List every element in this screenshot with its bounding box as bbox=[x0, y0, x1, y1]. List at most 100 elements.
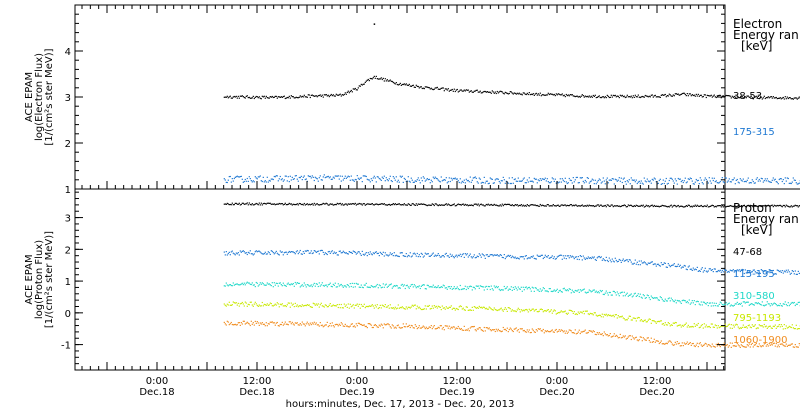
data-point bbox=[557, 255, 559, 257]
data-point bbox=[669, 205, 671, 207]
data-point bbox=[589, 96, 591, 98]
data-point bbox=[751, 303, 753, 305]
data-point bbox=[284, 251, 286, 253]
data-point bbox=[689, 303, 691, 305]
data-point bbox=[672, 180, 674, 182]
data-point bbox=[236, 175, 238, 177]
data-point bbox=[263, 95, 265, 97]
data-point bbox=[585, 181, 587, 183]
data-point bbox=[624, 204, 626, 207]
data-point bbox=[326, 253, 328, 256]
data-point bbox=[293, 252, 295, 254]
data-point bbox=[514, 286, 516, 288]
data-point bbox=[409, 285, 411, 287]
data-point bbox=[515, 180, 517, 182]
data-point bbox=[624, 96, 626, 99]
data-point bbox=[789, 273, 791, 275]
data-point bbox=[587, 256, 589, 258]
data-point bbox=[547, 204, 549, 206]
data-point bbox=[764, 204, 766, 206]
data-point bbox=[550, 181, 552, 183]
data-point bbox=[472, 205, 474, 207]
data-point bbox=[750, 303, 752, 305]
data-point bbox=[549, 257, 551, 259]
data-point bbox=[423, 203, 425, 205]
data-point bbox=[373, 75, 375, 77]
data-point bbox=[347, 284, 349, 286]
data-point bbox=[788, 305, 790, 307]
data-point bbox=[265, 95, 267, 97]
data-point bbox=[504, 288, 506, 290]
series-38-53 bbox=[223, 75, 800, 100]
data-point bbox=[425, 288, 427, 290]
data-point bbox=[700, 301, 702, 303]
data-point bbox=[249, 250, 251, 252]
data-point bbox=[608, 257, 610, 259]
data-point bbox=[604, 204, 606, 207]
data-point bbox=[522, 256, 524, 258]
data-point bbox=[675, 206, 677, 208]
data-point bbox=[691, 94, 693, 96]
data-point bbox=[711, 302, 713, 304]
data-point bbox=[443, 90, 445, 92]
data-point bbox=[628, 96, 630, 98]
data-point bbox=[457, 203, 459, 205]
data-point bbox=[487, 183, 489, 185]
data-point bbox=[588, 257, 590, 259]
data-point bbox=[607, 260, 609, 263]
data-point bbox=[566, 95, 568, 97]
data-point bbox=[360, 254, 362, 256]
data-point bbox=[300, 96, 302, 98]
data-point bbox=[439, 181, 441, 183]
data-point bbox=[597, 291, 599, 293]
data-point bbox=[563, 204, 565, 206]
data-point bbox=[515, 93, 517, 95]
data-point bbox=[335, 286, 337, 288]
data-point bbox=[615, 205, 617, 207]
data-point bbox=[337, 254, 339, 256]
data-point bbox=[722, 95, 724, 97]
data-point bbox=[571, 289, 573, 291]
data-point bbox=[279, 250, 281, 252]
data-point bbox=[342, 204, 344, 206]
data-point bbox=[479, 178, 481, 180]
data-point bbox=[230, 181, 232, 183]
data-point bbox=[734, 270, 736, 272]
data-point bbox=[224, 254, 226, 256]
data-point bbox=[583, 182, 585, 184]
data-point bbox=[263, 303, 265, 305]
data-point bbox=[596, 292, 598, 294]
data-point bbox=[366, 286, 368, 288]
data-point bbox=[458, 90, 460, 92]
data-point bbox=[717, 205, 719, 207]
data-point bbox=[557, 204, 559, 206]
data-point bbox=[551, 255, 553, 257]
data-point bbox=[620, 177, 622, 179]
data-point bbox=[681, 266, 683, 268]
data-point bbox=[534, 287, 536, 289]
data-point bbox=[795, 303, 797, 305]
data-point bbox=[573, 181, 575, 183]
data-point bbox=[276, 97, 278, 99]
data-point bbox=[474, 288, 476, 290]
data-point bbox=[288, 202, 290, 204]
data-point bbox=[392, 255, 394, 257]
data-point bbox=[485, 180, 487, 182]
data-point bbox=[579, 96, 581, 98]
data-point bbox=[320, 95, 322, 97]
data-point bbox=[388, 284, 390, 286]
data-point bbox=[765, 205, 767, 207]
data-point bbox=[582, 180, 584, 182]
data-point bbox=[255, 281, 257, 284]
data-point bbox=[632, 263, 634, 265]
data-point bbox=[511, 289, 513, 291]
data-point bbox=[414, 86, 416, 88]
data-point bbox=[278, 254, 280, 256]
data-point bbox=[380, 77, 382, 79]
data-point bbox=[436, 86, 438, 88]
data-point bbox=[372, 286, 374, 288]
data-point bbox=[310, 177, 312, 179]
data-point bbox=[581, 289, 583, 291]
data-point bbox=[567, 182, 569, 184]
data-point bbox=[401, 252, 403, 254]
